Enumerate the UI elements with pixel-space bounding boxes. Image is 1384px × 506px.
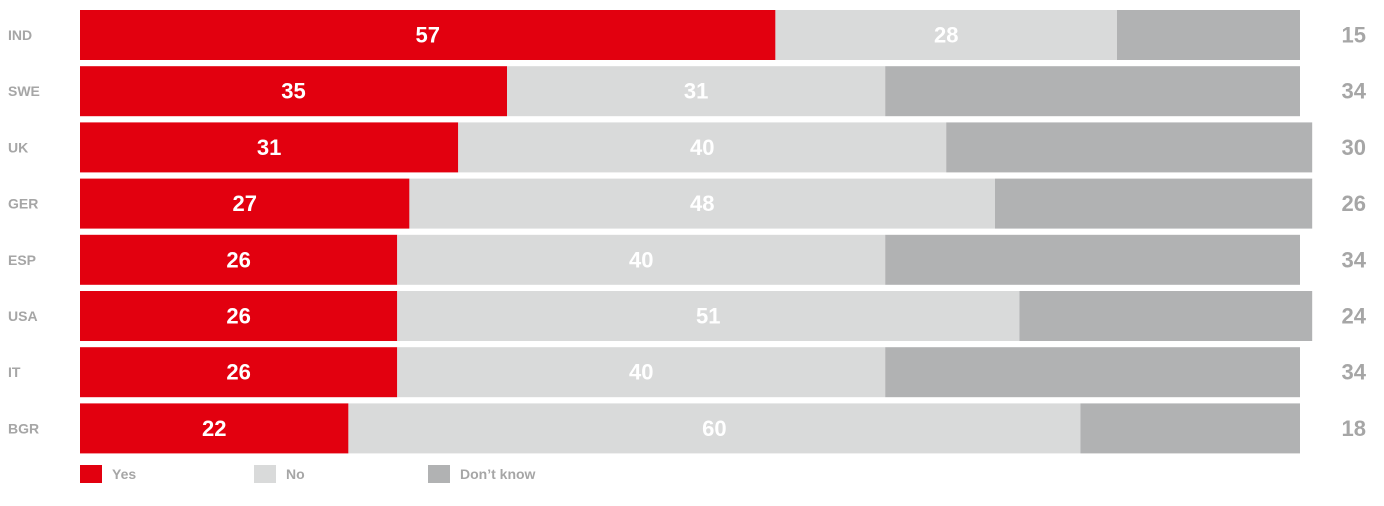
legend-swatch-don-t-know bbox=[428, 465, 450, 483]
value-label-don-t-know-uk: 30 bbox=[1342, 135, 1366, 160]
value-label-don-t-know-usa: 24 bbox=[1342, 304, 1367, 329]
bar-no-bgr bbox=[348, 403, 1081, 454]
legend-swatch-no bbox=[254, 465, 276, 483]
value-label-no-swe: 31 bbox=[684, 79, 708, 104]
value-label-no-bgr: 60 bbox=[702, 416, 726, 441]
value-label-yes-bgr: 22 bbox=[202, 416, 226, 441]
value-label-no-it: 40 bbox=[629, 360, 653, 385]
bar-no-ind bbox=[775, 10, 1117, 60]
bar-don-t-know-it bbox=[885, 347, 1300, 398]
bar-no-it bbox=[397, 347, 886, 398]
legend-label-don-t-know: Don’t know bbox=[460, 466, 536, 482]
value-label-don-t-know-ind: 15 bbox=[1342, 23, 1366, 48]
bar-no-usa bbox=[397, 291, 1020, 341]
value-label-no-ind: 28 bbox=[934, 23, 958, 48]
value-label-yes-ind: 57 bbox=[415, 23, 439, 48]
value-label-yes-esp: 26 bbox=[226, 247, 250, 272]
value-label-don-t-know-bgr: 18 bbox=[1342, 416, 1366, 441]
bar-no-esp bbox=[397, 234, 886, 285]
legend-label-yes: Yes bbox=[112, 466, 136, 482]
value-label-don-t-know-esp: 34 bbox=[1342, 247, 1367, 272]
bar-yes-esp bbox=[80, 234, 398, 285]
value-label-yes-swe: 35 bbox=[281, 79, 305, 104]
legend: Yes No Don’t know bbox=[80, 465, 536, 483]
legend-label-no: No bbox=[286, 466, 305, 482]
value-label-yes-it: 26 bbox=[226, 360, 250, 385]
labels-layer: IND 57 28 15 SWE 35 31 34 UK 31 40 30 GER 27 48 26 ESP 26… bbox=[8, 23, 1367, 441]
bar-don-t-know-ind bbox=[1117, 10, 1300, 60]
bar-no-uk bbox=[458, 122, 947, 173]
value-label-don-t-know-swe: 34 bbox=[1342, 79, 1367, 104]
category-label-ger: GER bbox=[8, 196, 38, 212]
category-label-usa: USA bbox=[8, 308, 38, 324]
value-label-don-t-know-ger: 26 bbox=[1342, 191, 1366, 216]
bar-don-t-know-ger bbox=[995, 178, 1313, 229]
value-label-no-ger: 48 bbox=[690, 191, 714, 216]
bar-yes-usa bbox=[80, 291, 398, 341]
category-label-it: IT bbox=[8, 364, 21, 380]
bar-yes-it bbox=[80, 347, 398, 398]
bar-don-t-know-esp bbox=[885, 234, 1300, 285]
value-label-no-usa: 51 bbox=[696, 304, 720, 329]
category-label-bgr: BGR bbox=[8, 420, 39, 436]
category-label-swe: SWE bbox=[8, 83, 40, 99]
legend-swatch-yes bbox=[80, 465, 102, 483]
bar-don-t-know-uk bbox=[946, 122, 1313, 173]
bar-yes-bgr bbox=[80, 403, 349, 454]
bar-don-t-know-swe bbox=[885, 66, 1300, 117]
value-label-don-t-know-it: 34 bbox=[1342, 360, 1367, 385]
value-label-yes-uk: 31 bbox=[257, 135, 281, 160]
bar-yes-uk bbox=[80, 122, 459, 173]
bar-don-t-know-usa bbox=[1019, 291, 1313, 341]
bar-yes-swe bbox=[80, 66, 507, 117]
bar-yes-ger bbox=[80, 178, 410, 229]
bar-yes-ind bbox=[80, 10, 776, 60]
category-label-ind: IND bbox=[8, 27, 32, 43]
value-label-yes-usa: 26 bbox=[226, 304, 250, 329]
bars-layer bbox=[80, 10, 1313, 454]
value-label-no-uk: 40 bbox=[690, 135, 714, 160]
value-label-no-esp: 40 bbox=[629, 247, 653, 272]
bar-no-swe bbox=[507, 66, 886, 117]
category-label-uk: UK bbox=[8, 139, 28, 155]
value-label-yes-ger: 27 bbox=[232, 191, 256, 216]
category-label-esp: ESP bbox=[8, 252, 36, 268]
bar-no-ger bbox=[409, 178, 995, 229]
bar-don-t-know-bgr bbox=[1080, 403, 1300, 454]
